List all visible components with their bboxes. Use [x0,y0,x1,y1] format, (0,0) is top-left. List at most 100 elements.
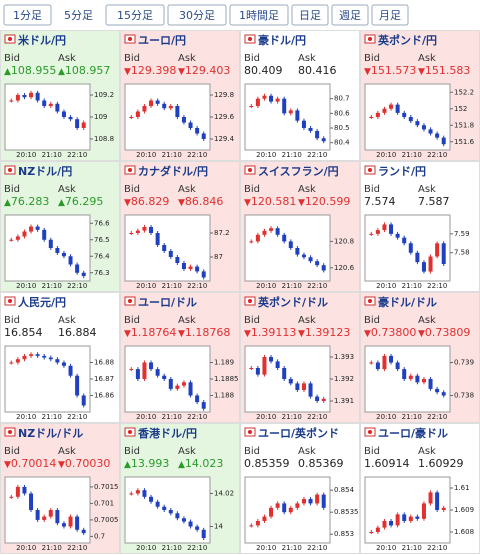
y-tick-label: 80.4 [334,139,350,147]
tab-label[interactable]: 1分足 [13,9,42,22]
y-tick-label: 1.189 [214,359,234,367]
flag-dot [8,37,12,41]
time-label: 20:10 [136,282,156,290]
candle [22,355,27,360]
pair-name[interactable]: ユーロ/円 [138,34,186,47]
chart-frame [244,214,331,282]
candle [181,518,186,522]
y-tick-label: 1.392 [334,375,354,383]
candle [389,355,394,363]
bid-price: 80.409 [244,64,283,77]
candle [15,95,20,101]
candle [142,490,147,497]
time-label: 22:10 [187,151,207,159]
candle [262,516,267,521]
pair-name[interactable]: 豪ドル/ドル [378,295,437,309]
candle [428,129,433,134]
pair-name[interactable]: ユーロ/豪ドル [378,426,448,440]
candle [421,262,426,272]
trend-arrow: ▼ [124,67,131,77]
tab-label[interactable]: 週足 [339,9,361,22]
tab-label[interactable]: 5分足 [64,9,93,22]
ask-value: 16.884 [58,326,97,339]
rate-tile[interactable]: 豪ドル/円 Bid Ask 80.409 80.416 80.7 80.6 80.5 80.4 2… [240,30,360,161]
candle [428,379,433,389]
tab-button[interactable] [167,4,227,26]
y-tick-label: 0.7015 [94,483,119,491]
rate-tile[interactable]: ユーロ/豪ドル Bid Ask 1.60914 1.60929 1.61 1.609 1.60… [360,423,480,554]
ask-value: ▲76.295 [58,195,103,208]
candle [9,362,14,364]
candle [321,398,326,401]
candle [48,510,53,517]
time-label: 20:10 [136,413,156,421]
pair-name[interactable]: 英ポンド/ドル [257,295,328,309]
y-tick-label: 76.3 [94,269,110,277]
pair-name[interactable]: ユーロ/英ポンド [258,426,339,440]
pair-name[interactable]: 人民元/円 [18,295,66,309]
candle [301,254,306,258]
tab-button[interactable] [3,4,52,26]
y-tick-label: 0.701 [94,499,114,507]
candle [29,493,34,510]
candle [9,239,14,241]
rate-tile[interactable]: ユーロ/英ポンド Bid Ask 0.85359 0.85369 0.854 0.8535 0… [240,423,360,554]
tab-label[interactable]: 30分足 [179,9,215,22]
candle [195,266,200,272]
tab-label[interactable]: 1時間足 [239,9,279,22]
tab-button[interactable] [291,4,329,26]
time-label: 20:10 [376,282,396,290]
tab-button[interactable] [105,4,165,26]
candle [441,392,446,396]
tab-label[interactable]: 15分足 [117,9,153,22]
bid-label: Bid [364,53,380,64]
time-label: 22:10 [187,282,207,290]
pair-name[interactable]: スイスフラン/円 [258,165,339,178]
candle [288,507,293,513]
pair-name[interactable]: 香港ドル/円 [137,426,197,440]
tab-label[interactable]: 日足 [299,9,321,22]
candle [195,526,200,530]
trend-arrow: ▼ [178,198,185,208]
rate-tile[interactable]: 人民元/円 Bid Ask 16.854 16.884 16.88 16.87 16.86 20… [0,292,120,423]
pair-name[interactable]: カナダドル/円 [138,164,208,178]
pair-name[interactable]: ユーロ/ドル [138,296,197,309]
bid-label: Bid [364,184,380,195]
tab-button[interactable] [371,4,409,26]
candle [275,98,280,102]
ask-price: 120.599 [305,195,351,208]
time-label: 22:10 [67,413,87,421]
candle [269,95,274,102]
ask-label: Ask [178,315,196,326]
tab-button[interactable] [331,4,369,26]
pair-name[interactable]: NZドル/円 [18,165,72,178]
trend-arrow: ▲ [124,460,131,470]
tab-button[interactable] [229,4,289,26]
ask-value: ▼0.73809 [418,326,470,339]
candle [162,245,167,251]
pair-name[interactable]: 豪ドル/円 [258,33,306,47]
candle [421,503,426,519]
time-label: 22:10 [187,544,207,552]
candle [61,523,66,527]
pair-name[interactable]: 米ドル/円 [17,33,66,47]
pair-name[interactable]: ランド/円 [378,165,426,178]
candle [162,103,167,109]
ask-value: 7.587 [418,195,450,208]
pair-name[interactable]: NZドル/ドル [18,427,83,440]
pair-name[interactable]: 英ポンド/円 [377,33,437,47]
candle [262,357,267,375]
tab-label[interactable]: 月足 [379,9,401,22]
rate-tile[interactable]: ランド/円 Bid Ask 7.574 7.587 7.59 7.58 20:10 21:10 2… [360,161,480,292]
